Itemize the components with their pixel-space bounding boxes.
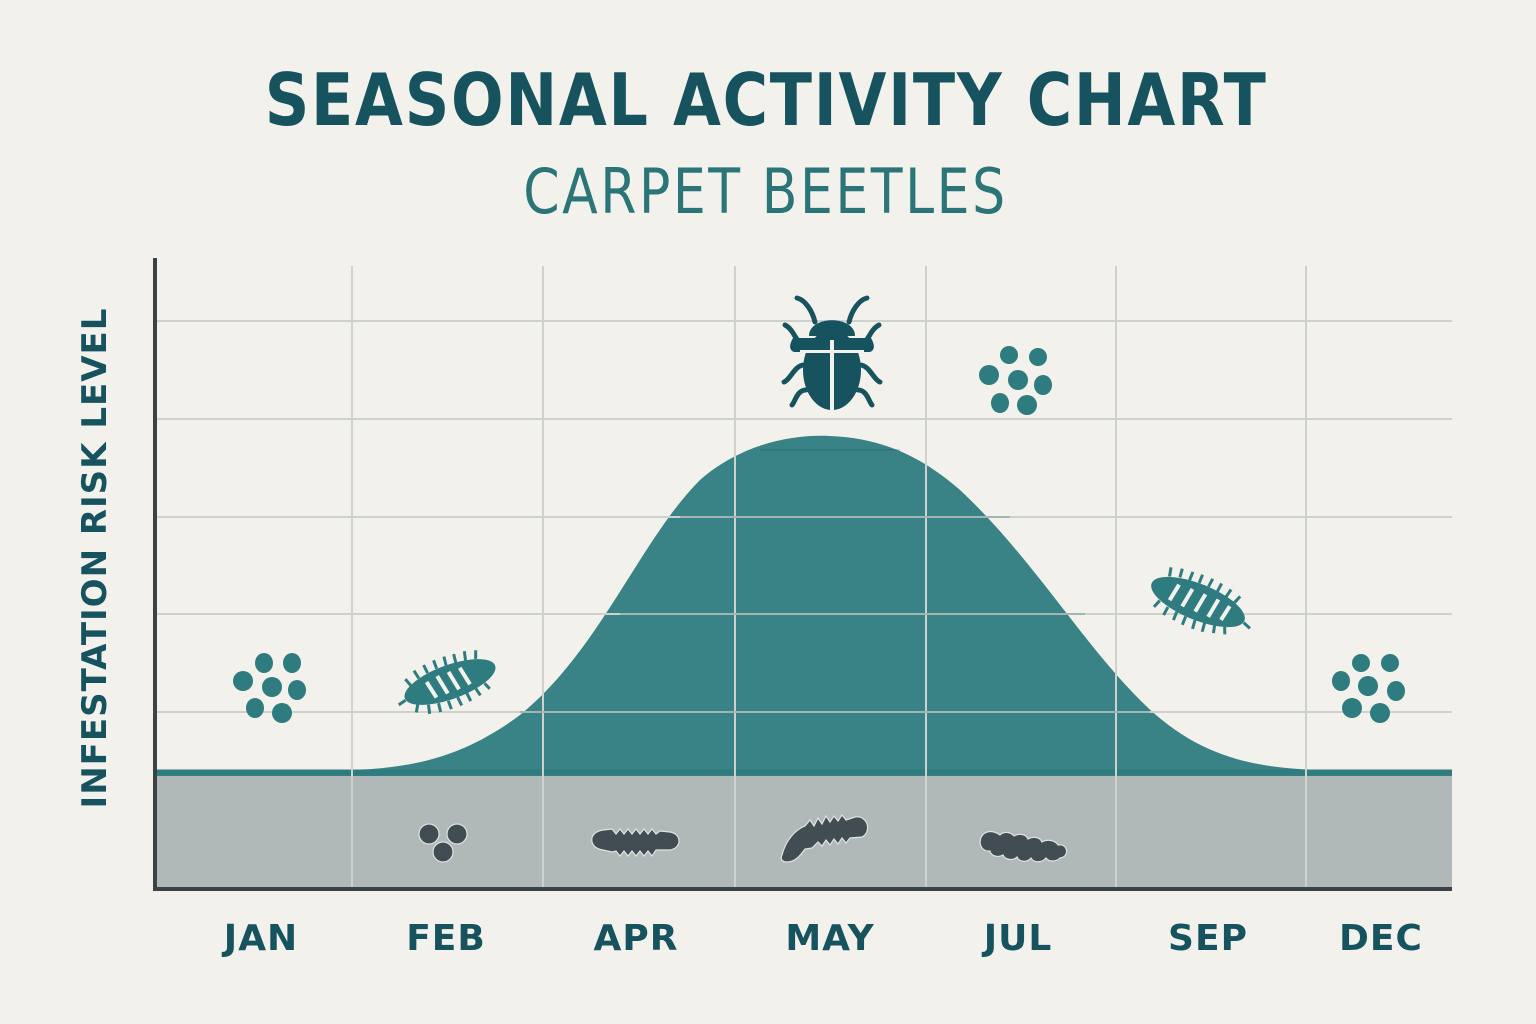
x-tick-label: JUL (983, 918, 1053, 959)
x-tick-label: MAY (785, 918, 875, 959)
egg-cluster-icon (1332, 654, 1405, 723)
larva-silhouette-icon (979, 830, 1068, 863)
larva-silhouette-icon (591, 828, 680, 858)
chart-subtitle: CARPET BEETLES (523, 155, 1008, 228)
larva-icon (397, 650, 496, 715)
egg-cluster-icon (233, 653, 306, 723)
larva-icon (1151, 567, 1251, 635)
x-tick-label: SEP (1168, 918, 1248, 959)
egg-cluster-icon (979, 346, 1052, 415)
chart-title: SEASONAL ACTIVITY CHART (264, 58, 1268, 142)
x-tick-label: DEC (1339, 918, 1423, 959)
adult-beetle-icon (781, 295, 883, 412)
risk-area-curve (155, 435, 1452, 776)
x-tick-label: JAN (223, 918, 299, 959)
x-tick-label: FEB (406, 918, 486, 959)
x-tick-label: APR (593, 918, 679, 959)
pupa-cluster-icon (418, 823, 468, 863)
larva-silhouette-icon (780, 813, 869, 863)
